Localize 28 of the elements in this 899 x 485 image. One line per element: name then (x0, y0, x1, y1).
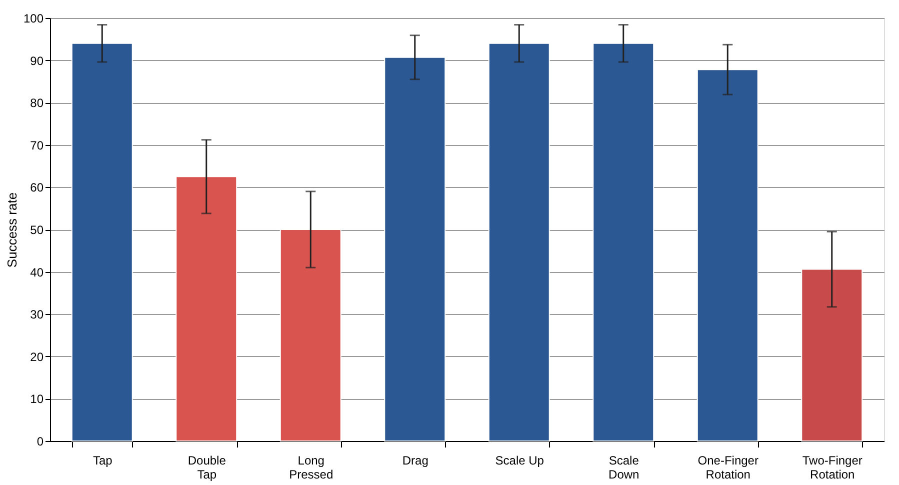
y-tick-label: 100 (23, 12, 44, 26)
bar (384, 56, 446, 442)
y-tick-label: 40 (30, 265, 44, 280)
y-tick-label: 0 (36, 434, 44, 448)
y-axis-title: Success rate (4, 192, 20, 268)
bar (280, 229, 342, 442)
y-tick-label: 30 (30, 308, 44, 322)
y-tick-label: 90 (30, 54, 44, 68)
y-tick-label: 10 (30, 392, 44, 406)
x-tick-label: Scale Down (608, 454, 640, 482)
x-tick-label: Double Tap (188, 454, 226, 482)
y-tick-label: 70 (30, 138, 44, 152)
bar (488, 42, 550, 442)
bar (696, 69, 758, 442)
x-tick-label: Two-Finger Rotation (802, 454, 862, 482)
y-tick-label: 20 (30, 350, 44, 364)
bar (801, 268, 863, 442)
bar (592, 42, 654, 442)
x-tick-label: Long Pressed (289, 454, 334, 482)
x-tick-label: Scale Up (495, 454, 544, 468)
bar (176, 176, 238, 442)
y-tick-label: 50 (30, 223, 44, 237)
x-tick-label: One-Finger Rotation (698, 454, 758, 482)
x-tick-label: Drag (402, 454, 428, 468)
y-tick-label: 80 (30, 96, 44, 110)
x-tick-label: Tap (92, 454, 113, 468)
bar (71, 42, 133, 442)
y-tick-label: 60 (30, 180, 44, 195)
